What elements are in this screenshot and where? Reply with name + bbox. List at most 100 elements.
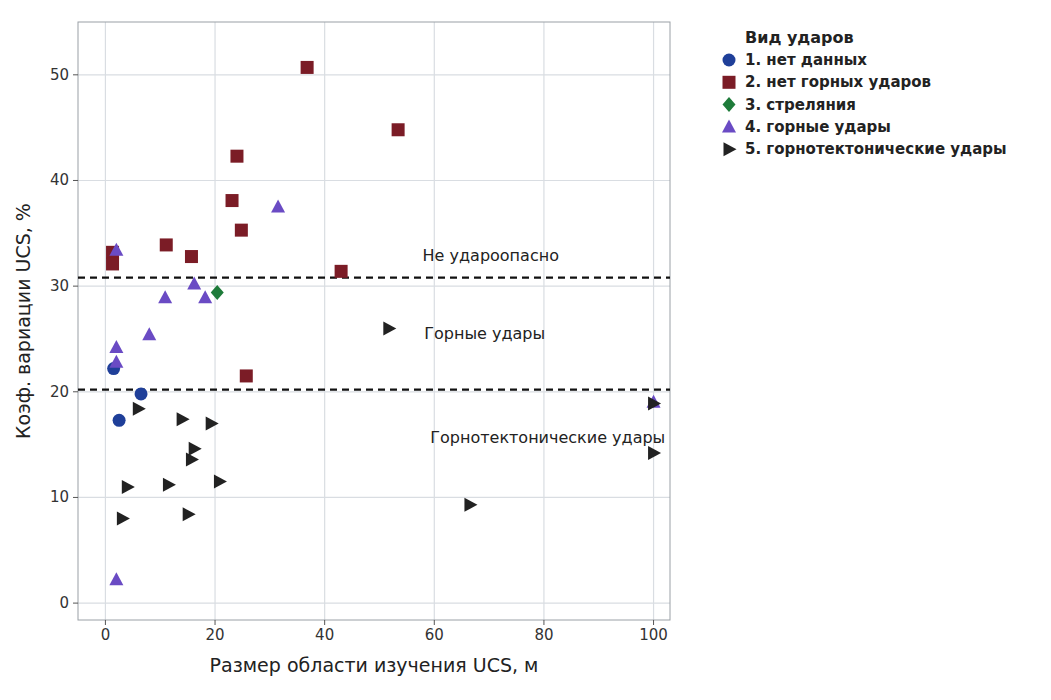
tick: [73, 74, 78, 75]
tick-label: 100: [639, 626, 668, 644]
point: [142, 327, 156, 340]
legend-marker: [723, 76, 736, 89]
point: [211, 285, 224, 300]
tick: [434, 620, 435, 625]
threshold-line: [78, 277, 670, 279]
legend-label: 3. стреляния: [745, 96, 856, 114]
point: [392, 123, 405, 136]
threshold-line: [78, 389, 670, 391]
tick-label: 30: [50, 277, 69, 295]
tick: [73, 603, 78, 604]
point: [183, 507, 196, 521]
tick: [105, 620, 106, 625]
tick: [73, 391, 78, 392]
point: [185, 250, 198, 263]
series: [107, 362, 147, 427]
point: [648, 396, 661, 410]
legend-marker: [723, 97, 736, 112]
tick: [324, 620, 325, 625]
tick: [73, 497, 78, 498]
point: [301, 61, 314, 74]
point: [117, 512, 130, 526]
legend-marker: [722, 119, 736, 132]
plot-frame: [78, 22, 670, 620]
tick: [215, 620, 216, 625]
grid-line: [324, 22, 325, 620]
point: [198, 290, 212, 303]
grid-line: [653, 22, 654, 620]
grid-line: [434, 22, 435, 620]
annotation: Горнотектонические удары: [430, 428, 665, 447]
legend-label: 5. горнотектонические удары: [745, 140, 1007, 158]
point: [158, 290, 172, 303]
point: [160, 238, 173, 251]
point: [113, 414, 126, 427]
grid-line: [78, 74, 670, 75]
tick-label: 40: [50, 171, 69, 189]
series: [106, 61, 405, 383]
legend-label: 1. нет данных: [745, 51, 867, 69]
grid-line: [78, 391, 670, 392]
point: [383, 321, 396, 335]
point: [109, 572, 123, 585]
legend-marker: [723, 54, 736, 67]
point: [206, 416, 219, 430]
grid-line: [78, 497, 670, 498]
point: [335, 265, 348, 278]
point: [186, 452, 199, 466]
tick: [653, 620, 654, 625]
series: [211, 285, 224, 300]
tick-label: 0: [101, 626, 111, 644]
legend-marker: [724, 142, 737, 156]
tick-label: 80: [534, 626, 553, 644]
annotation: Не удароопасно: [423, 246, 559, 265]
point: [109, 340, 123, 353]
tick: [543, 620, 544, 625]
point: [271, 199, 285, 212]
chart: 0 20 40 60 80 100 0 10 20 30 40 50 Размер области из…: [0, 0, 1051, 700]
point: [240, 369, 253, 382]
point: [648, 446, 661, 460]
grid-line: [78, 602, 670, 603]
tick-label: 20: [50, 383, 69, 401]
tick-label: 60: [425, 626, 444, 644]
plot-area: [78, 61, 670, 585]
annotation: Горные удары: [424, 324, 545, 343]
tick-label: 10: [50, 488, 69, 506]
point: [135, 387, 148, 400]
point: [106, 257, 119, 270]
grid-line: [105, 22, 106, 620]
series: [109, 199, 660, 585]
background: [0, 0, 1051, 700]
point: [230, 150, 243, 163]
tick: [73, 286, 78, 287]
point: [187, 277, 201, 290]
point: [177, 412, 190, 426]
grid-line: [543, 22, 544, 620]
point: [163, 478, 176, 492]
point: [214, 475, 227, 489]
grid-line: [78, 286, 670, 287]
point: [235, 224, 248, 237]
point: [133, 402, 146, 416]
point: [189, 442, 202, 456]
x-axis-title: Размер области изучения UCS, м: [210, 654, 539, 676]
series: [117, 321, 661, 525]
legend: Вид ударов 1. нет данных 2. нет горных уда…: [722, 28, 1007, 158]
tick-label: 20: [205, 626, 224, 644]
point: [109, 355, 123, 368]
point: [464, 498, 477, 512]
tick: [73, 180, 78, 181]
point: [122, 480, 135, 494]
grid-line: [78, 180, 670, 181]
point: [226, 194, 239, 207]
legend-title: Вид ударов: [745, 28, 854, 47]
point: [109, 243, 123, 256]
legend-label: 2. нет горных ударов: [745, 73, 931, 91]
grid-line: [214, 22, 215, 620]
tick-label: 50: [50, 66, 69, 84]
legend-label: 4. горные удары: [745, 118, 891, 136]
tick-label: 40: [315, 626, 334, 644]
y-axis-title: Коэф. вариации UCS, %: [12, 203, 34, 439]
tick-label: 0: [59, 594, 69, 612]
